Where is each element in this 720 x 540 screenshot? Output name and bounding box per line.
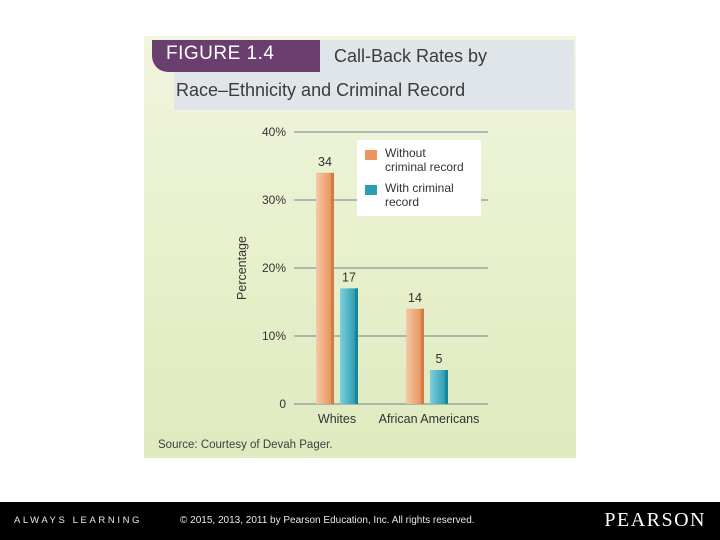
- y-axis-label: Percentage: [235, 236, 249, 300]
- legend-label-without-line1: Without: [385, 146, 426, 160]
- figure-title-line2: Race–Ethnicity and Criminal Record: [176, 80, 466, 100]
- data-label: 17: [342, 270, 356, 284]
- footer-bar: ALWAYS LEARNING © 2015, 2013, 2011 by Pe…: [0, 502, 720, 540]
- legend-swatch-with-record: [365, 185, 377, 195]
- bar-shade: [445, 370, 448, 404]
- bar-chart: 0 10% 20% 30% 40% Percentage 34 14 17 5 Whites Afri…: [235, 125, 488, 426]
- data-label: 34: [318, 155, 332, 169]
- bar-shade: [421, 308, 424, 404]
- data-label: 5: [436, 352, 443, 366]
- y-tick-label: 0: [279, 397, 286, 411]
- figure-tag: [152, 40, 320, 72]
- y-tick-label: 20%: [262, 261, 286, 275]
- figure-title-line1: Call-Back Rates by: [334, 46, 488, 66]
- footer-tagline: ALWAYS LEARNING: [14, 515, 143, 526]
- data-label: 14: [408, 291, 422, 305]
- footer-copyright: © 2015, 2013, 2011 by Pearson Education,…: [180, 515, 475, 526]
- bar-without-record-0: [316, 172, 334, 404]
- legend-label-with-line1: With criminal: [385, 181, 454, 195]
- figure-label: FIGURE 1.4: [166, 43, 275, 64]
- bar-with-record-0: [340, 288, 358, 404]
- bar-shade: [331, 172, 334, 404]
- y-tick-label: 30%: [262, 193, 286, 207]
- bar-without-record-1: [406, 308, 424, 404]
- bar-with-record-1: [430, 370, 448, 404]
- legend-swatch-without-record: [365, 150, 377, 160]
- y-tick-label: 40%: [262, 125, 286, 139]
- legend-label-without-line2: criminal record: [385, 160, 464, 174]
- x-category-label: Whites: [318, 412, 356, 426]
- chart-legend: Without criminal record With criminal re…: [357, 140, 481, 216]
- bar-shade: [355, 288, 358, 404]
- y-tick-label: 10%: [262, 329, 286, 343]
- pearson-logo: PEARSON: [604, 509, 706, 531]
- legend-label-with-line2: record: [385, 195, 420, 209]
- source-note: Source: Courtesy of Devah Pager.: [158, 439, 333, 451]
- figure-panel: FIGURE 1.4 Call-Back Rates by Race–Ethni…: [144, 36, 576, 458]
- x-category-label: African Americans: [379, 412, 480, 426]
